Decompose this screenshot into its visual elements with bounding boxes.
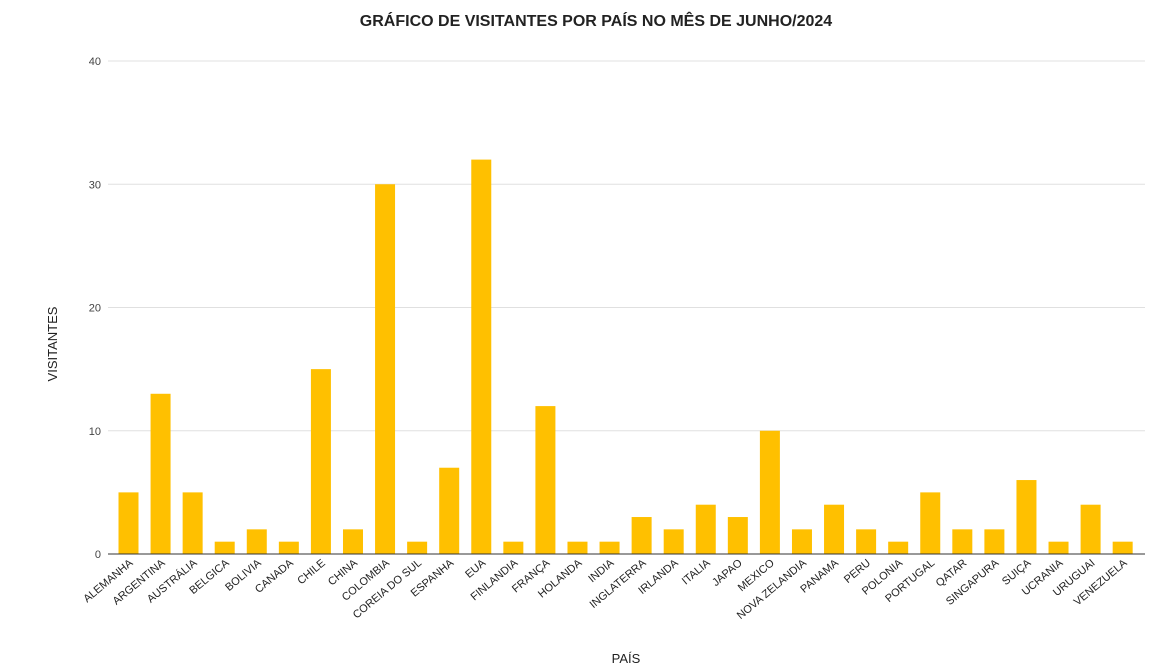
gridlines: [108, 60, 1145, 432]
bar-canada: [278, 541, 299, 554]
y-tick-label: 10: [89, 426, 101, 438]
bar-frança: [535, 406, 556, 554]
bar-india: [599, 541, 620, 554]
bar-inglaterra: [631, 517, 652, 554]
bar-colombia: [375, 184, 396, 554]
y-axis-title: VISITANTES: [45, 306, 60, 381]
bar-portugal: [920, 492, 941, 554]
bar-panama: [824, 504, 845, 554]
bar-singapura: [984, 529, 1005, 554]
bar-mexico: [759, 430, 780, 554]
x-axis-title: PAÍS: [612, 651, 641, 666]
y-tick-label: 20: [89, 303, 101, 315]
y-tick-label: 0: [95, 549, 101, 561]
bar-ucrania: [1048, 541, 1069, 554]
y-tick-label: 40: [89, 56, 101, 68]
bar-eua: [471, 159, 492, 554]
bar-irlanda: [663, 529, 684, 554]
x-tick-label: CHILE: [295, 557, 328, 587]
bar-uruguai: [1080, 504, 1101, 554]
bar-japao: [727, 517, 748, 554]
bar-austrália: [182, 492, 203, 554]
bar-venezuela: [1112, 541, 1133, 554]
bar-nova-zelandia: [791, 529, 812, 554]
bar-chile: [310, 369, 331, 554]
bar-italia: [695, 504, 716, 554]
bar-espanha: [439, 467, 460, 554]
bar-finlandia: [503, 541, 524, 554]
y-axis-ticks: 0 10 20 30 40: [89, 56, 101, 561]
bar-coreia-do-sul: [407, 541, 428, 554]
bar-suiça: [1016, 480, 1037, 554]
bar-bolivia: [246, 529, 267, 554]
bar-china: [342, 529, 363, 554]
bar-peru: [856, 529, 877, 554]
y-tick-label: 30: [89, 179, 101, 191]
bar-argentina: [150, 393, 171, 554]
x-tick-label: EUA: [463, 557, 489, 581]
bar-polonia: [888, 541, 909, 554]
bar-alemanha: [118, 492, 139, 554]
bar-qatar: [952, 529, 973, 554]
bar-belgica: [214, 541, 235, 554]
x-tick-label: ITALIA: [680, 557, 713, 588]
bar-holanda: [567, 541, 588, 554]
x-axis-ticks: ALEMANHAARGENTINAAUSTRÁLIABELGICABOLIVIA…: [81, 556, 1130, 622]
chart-title: GRÁFICO DE VISITANTES POR PAÍS NO MÊS DE…: [360, 11, 832, 30]
bars: [118, 159, 1133, 554]
